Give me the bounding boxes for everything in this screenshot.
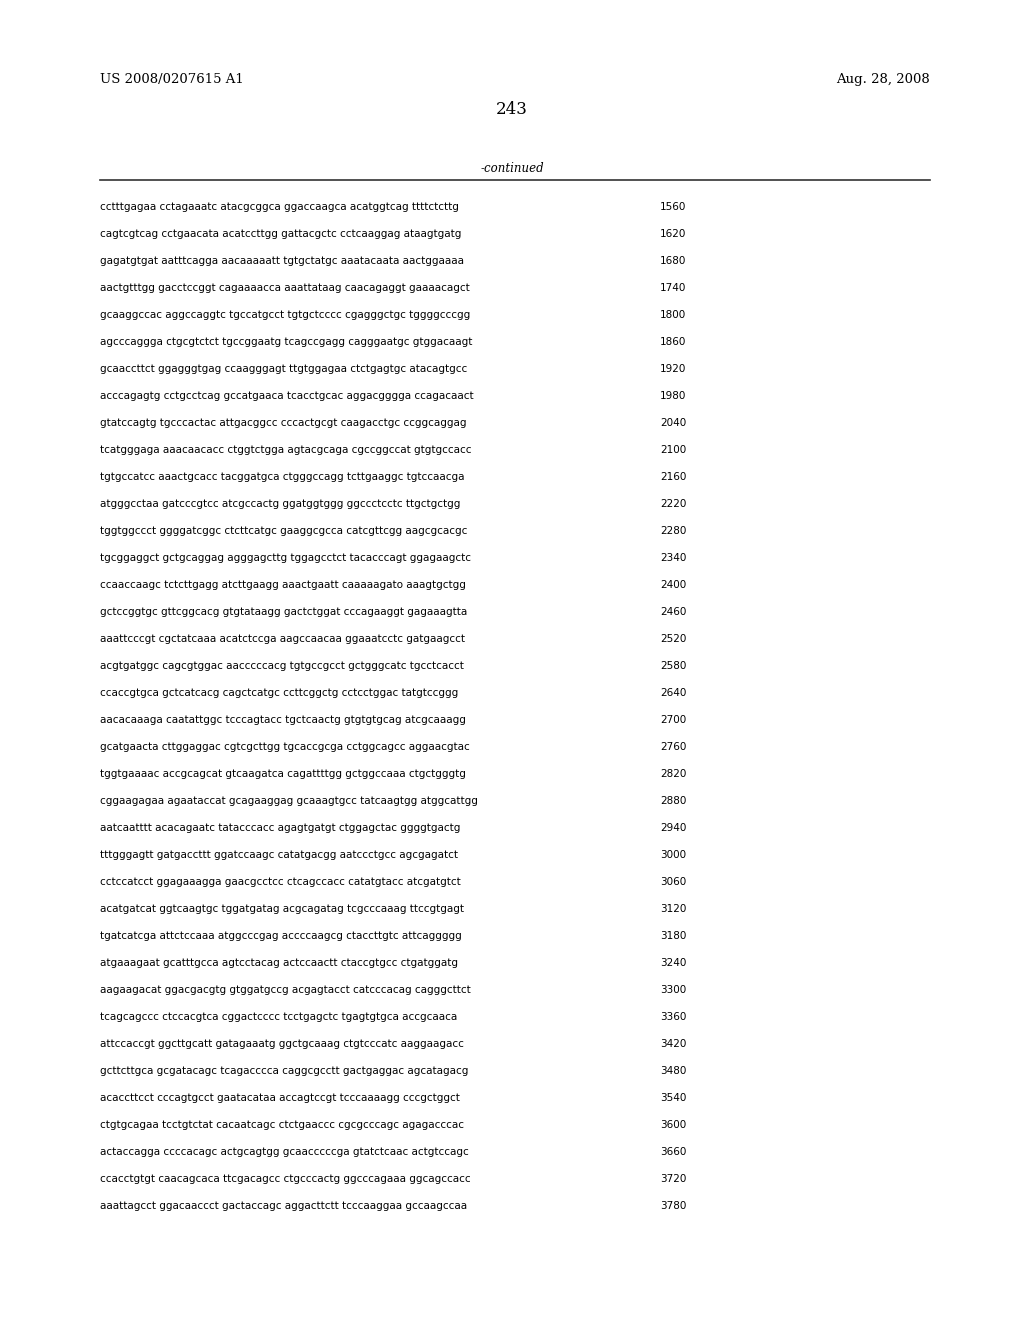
Text: 3780: 3780 [660, 1201, 686, 1210]
Text: 2040: 2040 [660, 418, 686, 428]
Text: US 2008/0207615 A1: US 2008/0207615 A1 [100, 74, 244, 87]
Text: 3720: 3720 [660, 1173, 686, 1184]
Text: atgggcctaa gatcccgtcc atcgccactg ggatggtggg ggccctcctc ttgctgctgg: atgggcctaa gatcccgtcc atcgccactg ggatggt… [100, 499, 461, 510]
Text: 2100: 2100 [660, 445, 686, 455]
Text: 3000: 3000 [660, 850, 686, 861]
Text: actaccagga ccccacagc actgcagtgg gcaacccccga gtatctcaac actgtccagc: actaccagga ccccacagc actgcagtgg gcaacccc… [100, 1147, 469, 1158]
Text: 3660: 3660 [660, 1147, 686, 1158]
Text: 3360: 3360 [660, 1012, 686, 1022]
Text: 3180: 3180 [660, 931, 686, 941]
Text: Aug. 28, 2008: Aug. 28, 2008 [837, 74, 930, 87]
Text: cctttgagaa cctagaaatc atacgcggca ggaccaagca acatggtcag ttttctcttg: cctttgagaa cctagaaatc atacgcggca ggaccaa… [100, 202, 459, 213]
Text: -continued: -continued [480, 161, 544, 174]
Text: tcatgggaga aaacaacacc ctggtctgga agtacgcaga cgccggccat gtgtgccacc: tcatgggaga aaacaacacc ctggtctgga agtacgc… [100, 445, 471, 455]
Text: 1860: 1860 [660, 337, 686, 347]
Text: 3540: 3540 [660, 1093, 686, 1104]
Text: tggtggccct ggggatcggc ctcttcatgc gaaggcgcca catcgttcgg aagcgcacgc: tggtggccct ggggatcggc ctcttcatgc gaaggcg… [100, 525, 467, 536]
Text: acccagagtg cctgcctcag gccatgaaca tcacctgcac aggacgggga ccagacaact: acccagagtg cctgcctcag gccatgaaca tcacctg… [100, 391, 474, 401]
Text: acaccttcct cccagtgcct gaatacataa accagtccgt tcccaaaagg cccgctggct: acaccttcct cccagtgcct gaatacataa accagtc… [100, 1093, 460, 1104]
Text: 1740: 1740 [660, 282, 686, 293]
Text: cctccatcct ggagaaagga gaacgcctcc ctcagccacc catatgtacc atcgatgtct: cctccatcct ggagaaagga gaacgcctcc ctcagcc… [100, 876, 461, 887]
Text: ccaaccaagc tctcttgagg atcttgaagg aaactgaatt caaaaagato aaagtgctgg: ccaaccaagc tctcttgagg atcttgaagg aaactga… [100, 579, 466, 590]
Text: gcatgaacta cttggaggac cgtcgcttgg tgcaccgcga cctggcagcc aggaacgtac: gcatgaacta cttggaggac cgtcgcttgg tgcaccg… [100, 742, 470, 752]
Text: aagaagacat ggacgacgtg gtggatgccg acgagtacct catcccacag cagggcttct: aagaagacat ggacgacgtg gtggatgccg acgagta… [100, 985, 471, 995]
Text: 2880: 2880 [660, 796, 686, 807]
Text: 243: 243 [496, 102, 528, 119]
Text: agcccaggga ctgcgtctct tgccggaatg tcagccgagg cagggaatgc gtggacaagt: agcccaggga ctgcgtctct tgccggaatg tcagccg… [100, 337, 472, 347]
Text: acgtgatggc cagcgtggac aacccccacg tgtgccgcct gctgggcatc tgcctcacct: acgtgatggc cagcgtggac aacccccacg tgtgccg… [100, 661, 464, 671]
Text: gctccggtgc gttcggcacg gtgtataagg gactctggat cccagaaggt gagaaagtta: gctccggtgc gttcggcacg gtgtataagg gactctg… [100, 607, 467, 616]
Text: 2580: 2580 [660, 661, 686, 671]
Text: 2820: 2820 [660, 770, 686, 779]
Text: tgatcatcga attctccaaa atggcccgag accccaagcg ctaccttgtc attcaggggg: tgatcatcga attctccaaa atggcccgag accccaa… [100, 931, 462, 941]
Text: cggaagagaa agaataccat gcagaaggag gcaaagtgcc tatcaagtgg atggcattgg: cggaagagaa agaataccat gcagaaggag gcaaagt… [100, 796, 478, 807]
Text: attccaccgt ggcttgcatt gatagaaatg ggctgcaaag ctgtcccatc aaggaagacc: attccaccgt ggcttgcatt gatagaaatg ggctgca… [100, 1039, 464, 1049]
Text: tttgggagtt gatgaccttt ggatccaagc catatgacgg aatccctgcc agcgagatct: tttgggagtt gatgaccttt ggatccaagc catatga… [100, 850, 458, 861]
Text: 2940: 2940 [660, 822, 686, 833]
Text: 1620: 1620 [660, 228, 686, 239]
Text: acatgatcat ggtcaagtgc tggatgatag acgcagatag tcgcccaaag ttccgtgagt: acatgatcat ggtcaagtgc tggatgatag acgcaga… [100, 904, 464, 913]
Text: 2460: 2460 [660, 607, 686, 616]
Text: 3300: 3300 [660, 985, 686, 995]
Text: cagtcgtcag cctgaacata acatccttgg gattacgctc cctcaaggag ataagtgatg: cagtcgtcag cctgaacata acatccttgg gattacg… [100, 228, 462, 239]
Text: 3420: 3420 [660, 1039, 686, 1049]
Text: 1680: 1680 [660, 256, 686, 267]
Text: 1800: 1800 [660, 310, 686, 319]
Text: aaattagcct ggacaaccct gactaccagc aggacttctt tcccaaggaa gccaagccaa: aaattagcct ggacaaccct gactaccagc aggactt… [100, 1201, 467, 1210]
Text: 2520: 2520 [660, 634, 686, 644]
Text: tcagcagccc ctccacgtca cggactcccc tcctgagctc tgagtgtgca accgcaaca: tcagcagccc ctccacgtca cggactcccc tcctgag… [100, 1012, 458, 1022]
Text: 2220: 2220 [660, 499, 686, 510]
Text: tggtgaaaac accgcagcat gtcaagatca cagattttgg gctggccaaa ctgctgggtg: tggtgaaaac accgcagcat gtcaagatca cagattt… [100, 770, 466, 779]
Text: 3480: 3480 [660, 1067, 686, 1076]
Text: 3120: 3120 [660, 904, 686, 913]
Text: gcttcttgca gcgatacagc tcagacccca caggcgcctt gactgaggac agcatagacg: gcttcttgca gcgatacagc tcagacccca caggcgc… [100, 1067, 468, 1076]
Text: ccacctgtgt caacagcaca ttcgacagcc ctgcccactg ggcccagaaa ggcagccacc: ccacctgtgt caacagcaca ttcgacagcc ctgccca… [100, 1173, 471, 1184]
Text: 2640: 2640 [660, 688, 686, 698]
Text: ctgtgcagaa tcctgtctat cacaatcagc ctctgaaccc cgcgcccagc agagacccac: ctgtgcagaa tcctgtctat cacaatcagc ctctgaa… [100, 1119, 464, 1130]
Text: 2160: 2160 [660, 473, 686, 482]
Text: 1560: 1560 [660, 202, 686, 213]
Text: 2340: 2340 [660, 553, 686, 564]
Text: 2700: 2700 [660, 715, 686, 725]
Text: 2760: 2760 [660, 742, 686, 752]
Text: gcaaggccac aggccaggtc tgccatgcct tgtgctcccc cgagggctgc tggggcccgg: gcaaggccac aggccaggtc tgccatgcct tgtgctc… [100, 310, 470, 319]
Text: aatcaatttt acacagaatc tatacccacc agagtgatgt ctggagctac ggggtgactg: aatcaatttt acacagaatc tatacccacc agagtga… [100, 822, 461, 833]
Text: 1920: 1920 [660, 364, 686, 374]
Text: 2280: 2280 [660, 525, 686, 536]
Text: 3600: 3600 [660, 1119, 686, 1130]
Text: 3240: 3240 [660, 958, 686, 968]
Text: gagatgtgat aatttcagga aacaaaaatt tgtgctatgc aaatacaata aactggaaaa: gagatgtgat aatttcagga aacaaaaatt tgtgcta… [100, 256, 464, 267]
Text: gcaaccttct ggagggtgag ccaagggagt ttgtggagaa ctctgagtgc atacagtgcc: gcaaccttct ggagggtgag ccaagggagt ttgtgga… [100, 364, 467, 374]
Text: 1980: 1980 [660, 391, 686, 401]
Text: aaattcccgt cgctatcaaa acatctccga aagccaacaa ggaaatcctc gatgaagcct: aaattcccgt cgctatcaaa acatctccga aagccaa… [100, 634, 465, 644]
Text: aactgtttgg gacctccggt cagaaaacca aaattataag caacagaggt gaaaacagct: aactgtttgg gacctccggt cagaaaacca aaattat… [100, 282, 470, 293]
Text: aacacaaaga caatattggc tcccagtacc tgctcaactg gtgtgtgcag atcgcaaagg: aacacaaaga caatattggc tcccagtacc tgctcaa… [100, 715, 466, 725]
Text: ccaccgtgca gctcatcacg cagctcatgc ccttcggctg cctcctggac tatgtccggg: ccaccgtgca gctcatcacg cagctcatgc ccttcgg… [100, 688, 459, 698]
Text: gtatccagtg tgcccactac attgacggcc cccactgcgt caagacctgc ccggcaggag: gtatccagtg tgcccactac attgacggcc cccactg… [100, 418, 467, 428]
Text: 3060: 3060 [660, 876, 686, 887]
Text: tgcggaggct gctgcaggag agggagcttg tggagcctct tacacccagt ggagaagctc: tgcggaggct gctgcaggag agggagcttg tggagcc… [100, 553, 471, 564]
Text: atgaaagaat gcatttgcca agtcctacag actccaactt ctaccgtgcc ctgatggatg: atgaaagaat gcatttgcca agtcctacag actccaa… [100, 958, 458, 968]
Text: tgtgccatcc aaactgcacc tacggatgca ctgggccagg tcttgaaggc tgtccaacga: tgtgccatcc aaactgcacc tacggatgca ctgggcc… [100, 473, 465, 482]
Text: 2400: 2400 [660, 579, 686, 590]
